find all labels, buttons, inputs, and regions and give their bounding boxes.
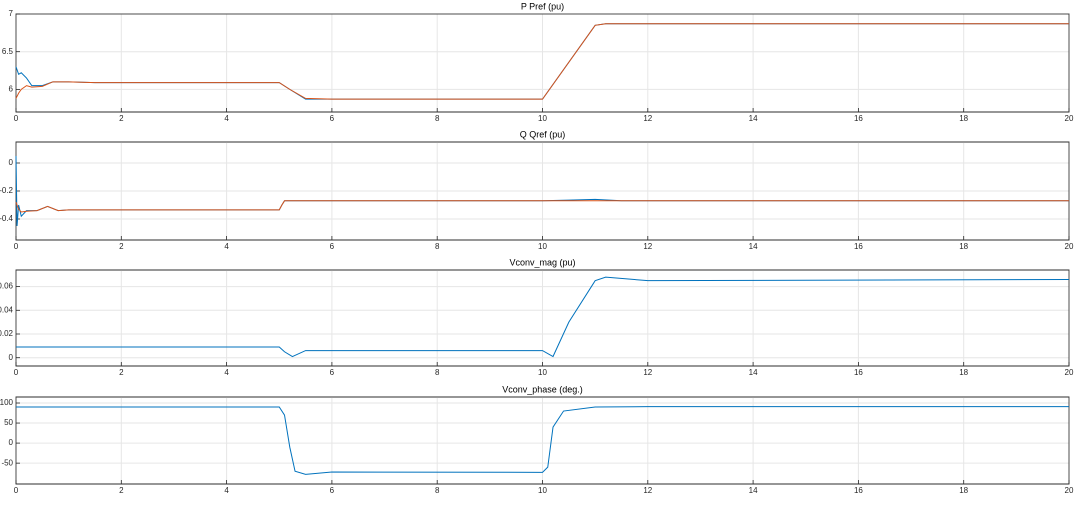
y-tick-label: 0.06 — [0, 282, 14, 291]
x-tick-label: 2 — [119, 242, 124, 251]
x-tick-label: 2 — [119, 114, 124, 123]
x-tick-label: 8 — [435, 114, 440, 123]
x-tick-label: 12 — [643, 114, 652, 123]
y-tick-label: 7 — [9, 9, 14, 18]
x-tick-label: 8 — [435, 486, 440, 495]
x-tick-label: 20 — [1065, 242, 1074, 251]
series-line — [15, 23, 1069, 100]
y-tick-label: 0 — [9, 158, 14, 167]
x-tick-label: 6 — [330, 486, 335, 495]
x-tick-label: 10 — [538, 114, 547, 123]
x-tick-label: 14 — [749, 368, 758, 377]
x-tick-label: 14 — [749, 486, 758, 495]
y-tick-label: -0.4 — [0, 214, 14, 223]
y-tick-label: 0 — [9, 438, 14, 447]
y-tick-label: 0.02 — [0, 329, 14, 338]
y-tick-label: 100 — [0, 398, 14, 407]
x-tick-label: 20 — [1065, 368, 1074, 377]
x-tick-label: 10 — [538, 368, 547, 377]
x-tick-label: 4 — [224, 114, 229, 123]
series-line — [16, 276, 1070, 358]
y-tick-label: 0 — [9, 353, 14, 362]
y-tick-label: -0.2 — [0, 186, 14, 195]
y-tick-label: 50 — [4, 418, 13, 427]
x-tick-label: 16 — [854, 368, 863, 377]
x-tick-label: 4 — [224, 486, 229, 495]
axes-border — [15, 141, 1070, 241]
subplot-title: P Pref (pu) — [521, 1, 564, 11]
axes-border — [15, 269, 1070, 367]
x-tick-label: 10 — [538, 486, 547, 495]
x-tick-label: 4 — [224, 368, 229, 377]
y-tick-label: 0.04 — [0, 305, 14, 314]
x-tick-label: 2 — [119, 486, 124, 495]
x-tick-label: 16 — [854, 486, 863, 495]
x-tick-label: 0 — [14, 486, 19, 495]
x-tick-label: 6 — [330, 114, 335, 123]
x-tick-label: 14 — [749, 114, 758, 123]
x-tick-label: 6 — [330, 368, 335, 377]
x-tick-label: 0 — [14, 114, 19, 123]
x-tick-label: 6 — [330, 242, 335, 251]
x-tick-label: 18 — [959, 114, 968, 123]
x-tick-label: 20 — [1065, 114, 1074, 123]
subplot-title: Q Qref (pu) — [520, 129, 566, 139]
x-tick-label: 8 — [435, 368, 440, 377]
series-line — [16, 406, 1069, 475]
axes-border — [15, 396, 1070, 485]
y-tick-label: 6 — [9, 84, 14, 93]
y-tick-label: 6.5 — [2, 47, 14, 56]
x-tick-label: 20 — [1065, 486, 1074, 495]
series-line — [15, 200, 1069, 213]
x-tick-label: 12 — [643, 486, 652, 495]
x-tick-label: 14 — [749, 242, 758, 251]
x-tick-label: 8 — [435, 242, 440, 251]
x-tick-label: 16 — [854, 242, 863, 251]
axes-border — [15, 13, 1070, 113]
x-tick-label: 16 — [854, 114, 863, 123]
x-tick-label: 4 — [224, 242, 229, 251]
x-tick-label: 10 — [538, 242, 547, 251]
x-tick-label: 12 — [643, 368, 652, 377]
x-tick-label: 18 — [959, 368, 968, 377]
x-tick-label: 0 — [14, 368, 19, 377]
x-tick-label: 18 — [959, 242, 968, 251]
x-tick-label: 12 — [643, 242, 652, 251]
subplot-title: Vconv_mag (pu) — [509, 257, 575, 267]
x-tick-label: 18 — [959, 486, 968, 495]
subplot-title: Vconv_phase (deg.) — [502, 384, 583, 394]
x-tick-label: 2 — [119, 368, 124, 377]
x-tick-label: 0 — [14, 242, 19, 251]
y-tick-label: -50 — [1, 458, 13, 467]
